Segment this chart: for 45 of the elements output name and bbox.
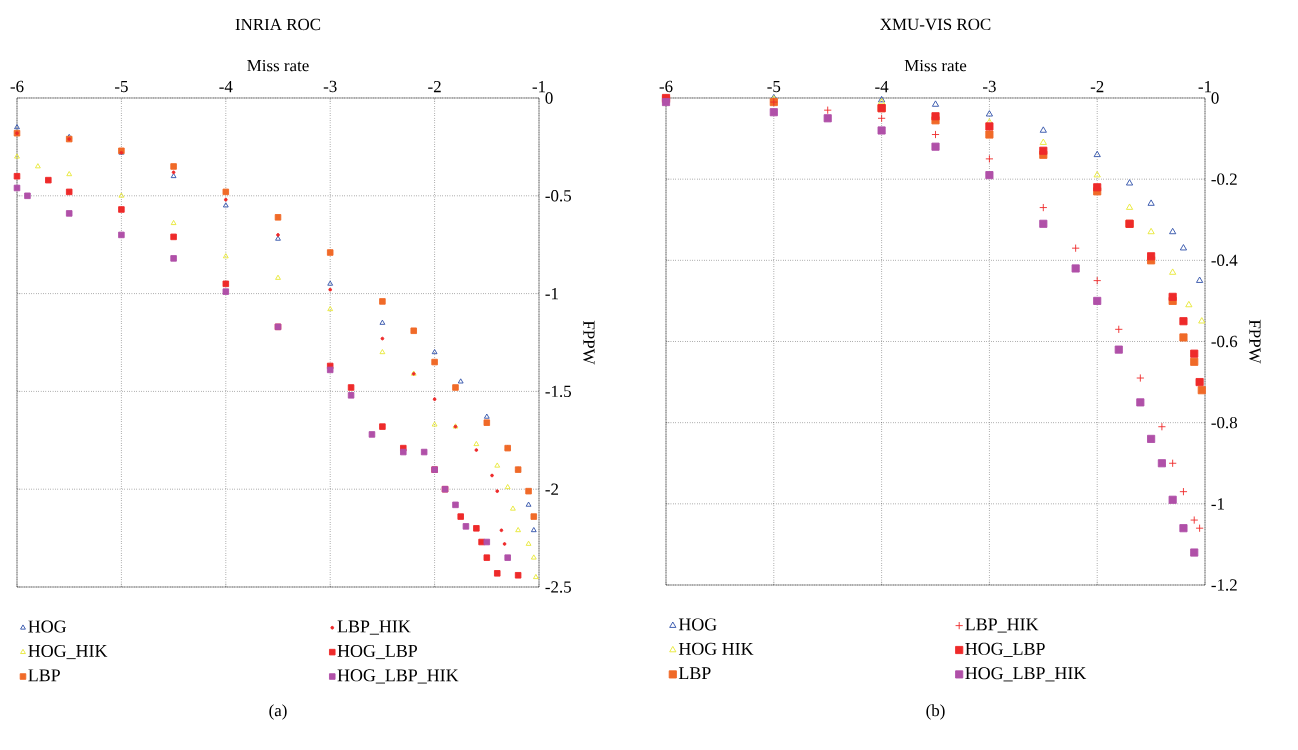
legend-label: LBP_HIK xyxy=(965,618,1039,633)
x-tick-label: -4 xyxy=(219,81,233,93)
x-tick-label: -3 xyxy=(323,80,337,93)
x-axis-title: Miss rate xyxy=(247,59,309,72)
y-tick-label: -1 xyxy=(545,288,558,300)
legend-label: HOG_LBP xyxy=(337,644,418,660)
y-tick-label: -0.8 xyxy=(1211,416,1238,429)
legend-label: LBP xyxy=(678,667,711,680)
x-tick-label: -5 xyxy=(114,80,128,93)
x-tick-label: -3 xyxy=(982,80,996,93)
x-tick-label: -6 xyxy=(659,80,673,93)
y-tick-label: 0 xyxy=(545,92,553,104)
y-tick-label: -1.5 xyxy=(545,385,571,398)
y-axis-title: FPPW xyxy=(583,320,595,365)
legend-label: LBP_HIK xyxy=(337,620,411,635)
x-tick-label: -2 xyxy=(1090,80,1104,93)
legend-label: HOG HIK xyxy=(678,642,754,655)
text: (b) xyxy=(926,704,945,720)
legend-label: LBP xyxy=(28,669,60,682)
y-tick-label: -1 xyxy=(1211,498,1224,510)
x-axis-title: Miss rate xyxy=(904,59,967,72)
x-tick-label: -6 xyxy=(10,80,24,93)
x-tick-label: -5 xyxy=(767,80,781,93)
legend-label: HOG_LBP xyxy=(965,642,1045,657)
y-tick-label: -1.2 xyxy=(1211,579,1237,591)
x-tick-label: -1 xyxy=(1198,80,1212,93)
y-tick-label: -2.5 xyxy=(545,581,571,593)
y-tick-label: -0.6 xyxy=(1211,335,1238,348)
chart-title: INRIA ROC xyxy=(235,18,321,31)
x-tick-label: -1 xyxy=(532,80,546,93)
y-tick-label: -2 xyxy=(545,483,559,495)
y-tick-label: -0.4 xyxy=(1211,254,1238,267)
chart-title: XMU-VIS ROC xyxy=(880,18,991,31)
legend-label: HOG_LBP_HIK xyxy=(965,667,1087,682)
y-axis-title: FPPW xyxy=(1249,319,1261,364)
y-tick-label: -0.2 xyxy=(1211,173,1237,185)
x-tick-label: -4 xyxy=(875,81,889,93)
legend-label: HOG_HIK xyxy=(28,644,108,660)
y-tick-label: -0.5 xyxy=(545,190,571,202)
text: (a) xyxy=(269,704,287,720)
x-tick-label: -2 xyxy=(428,80,441,93)
y-tick-label: 0 xyxy=(1211,92,1219,104)
legend-label: HOG xyxy=(678,618,717,631)
legend-label: HOG_LBP_HIK xyxy=(337,669,459,684)
legend-label: HOG xyxy=(28,620,67,633)
